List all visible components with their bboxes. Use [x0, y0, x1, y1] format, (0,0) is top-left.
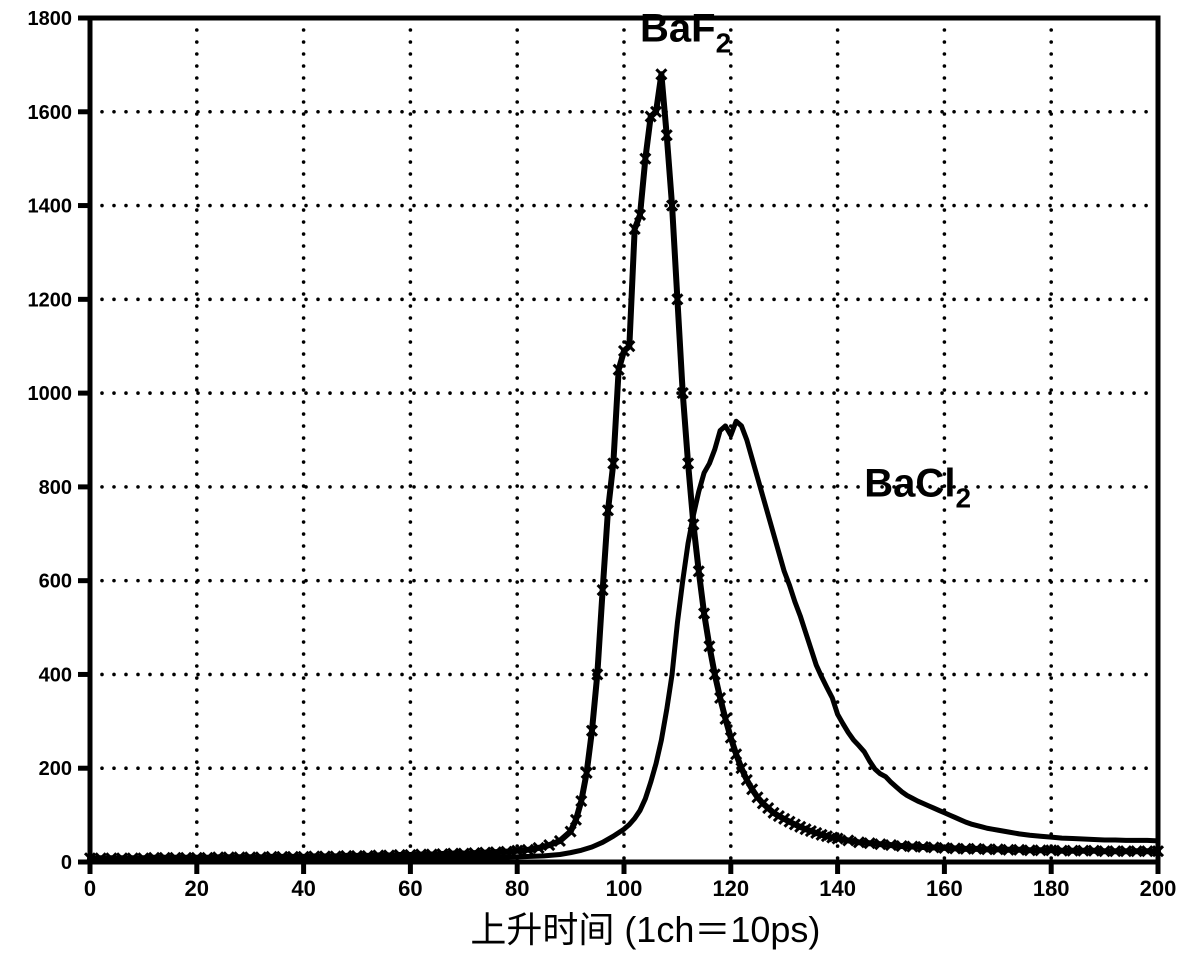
ytick-label: 0: [61, 852, 72, 874]
ytick-label: 1800: [28, 8, 73, 30]
series-line-BaF2: [90, 74, 1158, 858]
xtick-label: 80: [505, 876, 529, 901]
xtick-label: 0: [84, 876, 96, 901]
xtick-label: 100: [606, 876, 643, 901]
ytick-label: 800: [39, 477, 72, 499]
xtick-label: 140: [819, 876, 856, 901]
ytick-label: 200: [39, 758, 72, 780]
ytick-label: 1400: [28, 196, 73, 218]
series-label-BaCl2: BaCl2: [864, 461, 971, 513]
x-axis-label: 上升时间 (1ch＝10ps): [470, 909, 820, 950]
rise-time-chart: 0 200 400 600 800 1000 1200 1400 1600 1800 0 20 40 60…: [0, 0, 1181, 962]
ytick-label: 400: [39, 664, 72, 686]
xtick-label: 180: [1033, 876, 1070, 901]
xtick-label: 20: [185, 876, 209, 901]
ytick-label: 1600: [28, 102, 73, 124]
xtick-label: 120: [712, 876, 749, 901]
series-label-BaF2: BaF2: [640, 6, 731, 58]
xtick-label: 200: [1140, 876, 1177, 901]
series-markers-BaF2: [85, 69, 1163, 863]
xtick-label: 40: [291, 876, 315, 901]
xtick-label: 160: [926, 876, 963, 901]
ytick-label: 1200: [28, 289, 73, 311]
ytick-label: 1000: [28, 383, 73, 405]
xtick-label: 60: [398, 876, 422, 901]
ytick-label: 600: [39, 571, 72, 593]
